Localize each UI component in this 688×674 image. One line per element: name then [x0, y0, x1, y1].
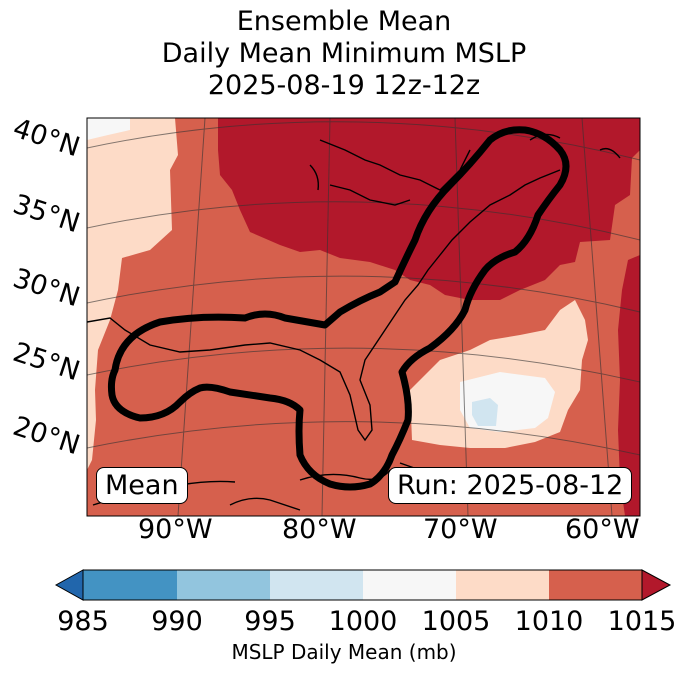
- field-light-west: [87, 118, 178, 470]
- title-line-1: Ensemble Mean: [236, 6, 452, 37]
- lon-label-70: 70°W: [423, 514, 498, 545]
- colorbar-tick-995: 995: [244, 606, 296, 637]
- colorbar-over-arrow: [641, 569, 672, 601]
- run-date-box: Run: 2025-08-12: [388, 467, 633, 504]
- colorbar-tick-1010: 1010: [514, 606, 584, 637]
- colorbar-tick-1000: 1000: [328, 606, 398, 637]
- field-blue-atlantic: [472, 398, 498, 426]
- colorbar-bin-1010-1015: [549, 570, 642, 600]
- colorbar-bin-985-990: [83, 570, 177, 600]
- colorbar-bin-995-1000: [270, 570, 363, 600]
- outline-contour: [107, 126, 570, 491]
- colorbar: [54, 569, 672, 601]
- colorbar-bin-990-995: [177, 570, 270, 600]
- lon-label-90: 90°W: [138, 514, 213, 545]
- colorbar-tick-1015: 1015: [607, 606, 677, 637]
- pressure-field: [87, 118, 640, 516]
- field-white-corner: [87, 118, 130, 140]
- map-frame: [86, 117, 641, 517]
- lon-label-80: 80°W: [282, 514, 357, 545]
- colorbar-bin-1005-1010: [456, 570, 549, 600]
- colorbar-tick-985: 985: [57, 606, 109, 637]
- colorbar-bin-1000-1005: [363, 570, 456, 600]
- colorbar-label: MSLP Daily Mean (mb): [231, 640, 457, 664]
- field-dark-east: [618, 255, 640, 516]
- colorbar-under-arrow: [54, 569, 84, 601]
- graticule: [87, 118, 640, 516]
- lon-label-60: 60°W: [565, 514, 640, 545]
- mean-label-box: Mean: [96, 467, 188, 504]
- colorbar-tick-1005: 1005: [421, 606, 491, 637]
- title-line-2: Daily Mean Minimum MSLP: [161, 38, 527, 69]
- title-line-3: 2025-08-19 12z-12z: [207, 70, 481, 101]
- colorbar-tick-990: 990: [151, 606, 203, 637]
